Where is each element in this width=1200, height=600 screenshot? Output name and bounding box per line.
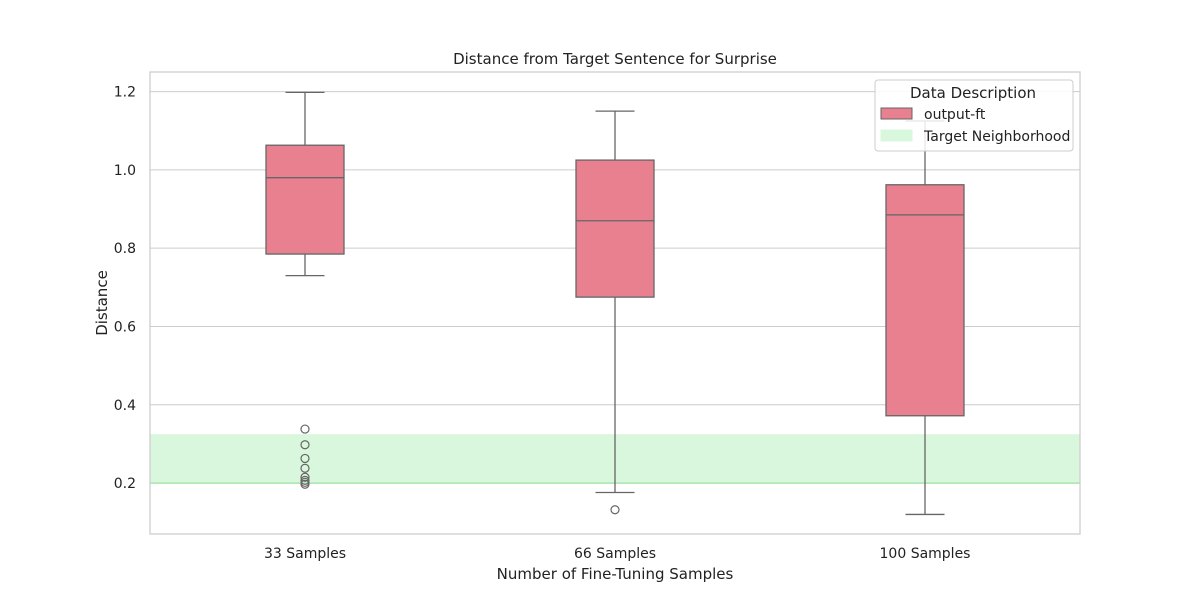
outlier-point [300,479,310,489]
x-tick-label: 66 Samples [574,546,656,562]
legend: Data Description output-ft Target Neighb… [874,79,1074,152]
outlier-point [300,453,310,464]
legend-swatch-target-neighborhood [880,129,913,142]
x-tick-label: 100 Samples [880,546,971,562]
plot-frame [149,71,1081,535]
outlier-point [300,440,310,450]
y-axis-ticks: 0.2 0.4 0.6 0.8 1.0 1.2 [114,85,136,493]
y-tick-label: 1.0 [114,163,136,179]
box-series [265,91,965,516]
outlier-point [610,505,620,515]
x-tick-label: 33 Samples [264,546,346,562]
legend-label-output-ft: output-ft [924,107,986,123]
legend-swatch-output-ft [880,107,913,120]
y-tick-label: 0.8 [114,241,136,257]
legend-label-target-neighborhood: Target Neighborhood [923,129,1070,145]
outlier-point [300,463,310,473]
y-tick-label: 0.2 [114,476,136,492]
legend-frame [874,79,1074,152]
box-1 [265,91,345,489]
y-tick-label: 1.2 [114,85,136,101]
box-2 [575,110,655,515]
box-iqr [575,159,655,298]
chart-title: Distance from Target Sentence for Surpri… [453,50,777,68]
box-3 [885,120,965,516]
box-iqr [265,144,345,255]
legend-title: Data Description [910,84,1036,102]
y-tick-label: 0.6 [114,319,136,335]
x-axis-label: Number of Fine-Tuning Samples [497,565,734,583]
outlier-point [300,472,310,482]
outlier-point [300,424,310,434]
x-axis-ticks: 33 Samples 66 Samples 100 Samples [264,546,971,562]
y-axis-label: Distance [93,270,111,336]
y-tick-label: 0.4 [114,398,136,414]
box-iqr [885,184,965,417]
